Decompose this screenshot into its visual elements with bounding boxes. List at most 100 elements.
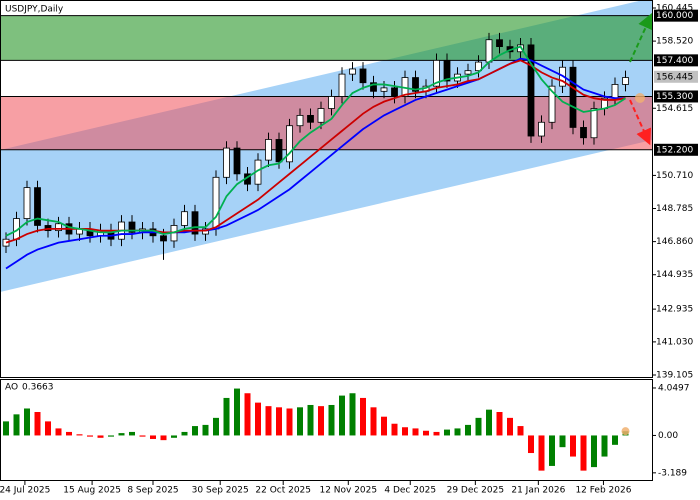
candle-body [23, 187, 31, 219]
ao-bar [129, 431, 135, 436]
ao-frame [0, 379, 653, 481]
ao-bar [444, 429, 450, 436]
ao-bar [139, 435, 146, 437]
candle-body [590, 108, 598, 139]
y-tick-label: 146.860 [656, 237, 693, 247]
candle-body [349, 68, 356, 75]
candle-body [212, 176, 220, 230]
y-tick-label: 154.615 [656, 104, 693, 114]
ao-bar [307, 404, 314, 436]
ao-bar [391, 423, 398, 436]
ao-bar [108, 435, 114, 437]
ao-bar [517, 426, 524, 436]
ao-bar [318, 406, 324, 436]
level-box [654, 9, 698, 22]
candle-body [475, 61, 482, 72]
ao-name: AO [5, 383, 18, 393]
ao-bar [265, 406, 272, 436]
candle-body [412, 77, 419, 92]
ao-bar [171, 435, 177, 438]
candle-body [317, 108, 325, 123]
x-tick-label: 8 Sep 2025 [127, 486, 178, 496]
candle-body [485, 39, 493, 63]
ao-bar [66, 431, 72, 436]
ao-bar [87, 435, 93, 437]
candle-body [338, 73, 346, 97]
ao-bar [339, 395, 345, 436]
y-tick-label: 160.445 [656, 3, 693, 13]
ao-bar [160, 435, 167, 441]
candle-body [433, 59, 440, 87]
moving-average [5, 59, 626, 244]
y-tick-label: 148.785 [656, 204, 693, 214]
down-arrow [629, 99, 652, 146]
y-tick-label: 158.520 [656, 37, 693, 47]
x-tick-label: 22 Oct 2025 [255, 486, 311, 496]
ao-bar [45, 421, 51, 436]
candle-body [191, 211, 199, 235]
candle-body [622, 77, 629, 85]
y-tick-label: 139.105 [656, 370, 693, 380]
ao-bar [76, 434, 83, 436]
candle-body [286, 125, 293, 163]
x-tick-label: 12 Feb 2026 [575, 486, 631, 496]
ao-tick-label: -3.189 [658, 468, 687, 478]
ao-bar [370, 407, 377, 436]
x-tick-label: 4 Dec 2025 [384, 486, 436, 496]
ao-bar [507, 417, 513, 436]
ao-bar [412, 428, 419, 436]
candle-body [496, 39, 503, 48]
last-price-box [654, 70, 698, 83]
ao-bar [612, 435, 618, 445]
x-tick-label: 21 Jan 2026 [511, 486, 565, 496]
price-marker [635, 93, 645, 103]
ao-bar [538, 435, 545, 471]
candle-body [538, 121, 545, 137]
y-tick-label: 142.935 [656, 305, 693, 315]
x-tick-label: 12 Nov 2025 [319, 486, 377, 496]
ao-bar [34, 412, 41, 436]
ao-bar [570, 435, 576, 457]
ao-bar [465, 424, 471, 436]
level-label: 152.200 [656, 145, 693, 155]
ao-bar [192, 426, 198, 436]
candle-body [265, 139, 272, 161]
candle-body [443, 59, 451, 82]
ao-tick-label: 4.0497 [658, 383, 690, 393]
candle-body [275, 139, 283, 163]
candle-body [527, 44, 535, 137]
ao-bar [601, 435, 608, 457]
candle-body [370, 82, 377, 92]
ao-bar [24, 408, 30, 436]
x-tick-label: 30 Sep 2025 [192, 486, 249, 496]
ao-bar [381, 416, 387, 436]
candle-body [569, 66, 577, 128]
ao-bar [549, 435, 555, 466]
candle-body [223, 147, 230, 178]
ao-bar [591, 435, 597, 468]
ao-bar [255, 402, 261, 436]
candle-body [128, 221, 136, 233]
candle-body [34, 187, 41, 226]
y-tick-label: 150.710 [656, 171, 693, 181]
price-frame [0, 0, 653, 378]
candle-body [548, 85, 556, 123]
ao-bar [433, 431, 440, 436]
price-panel [0, 0, 652, 293]
level-box [654, 143, 698, 156]
candle-body [328, 96, 335, 109]
x-tick-label: 15 Aug 2025 [63, 486, 121, 496]
ao-bar [528, 435, 534, 454]
ao-bar [213, 417, 219, 436]
ao-marker [621, 427, 630, 436]
level-label: 155.300 [656, 92, 693, 102]
ao-bar [3, 421, 9, 436]
ao-bar [328, 404, 335, 436]
ao-bar [580, 435, 587, 471]
ao-bar [150, 435, 156, 439]
ao-bar [486, 409, 492, 436]
candle-body [296, 114, 304, 127]
y-tick-label: 144.935 [656, 270, 693, 280]
